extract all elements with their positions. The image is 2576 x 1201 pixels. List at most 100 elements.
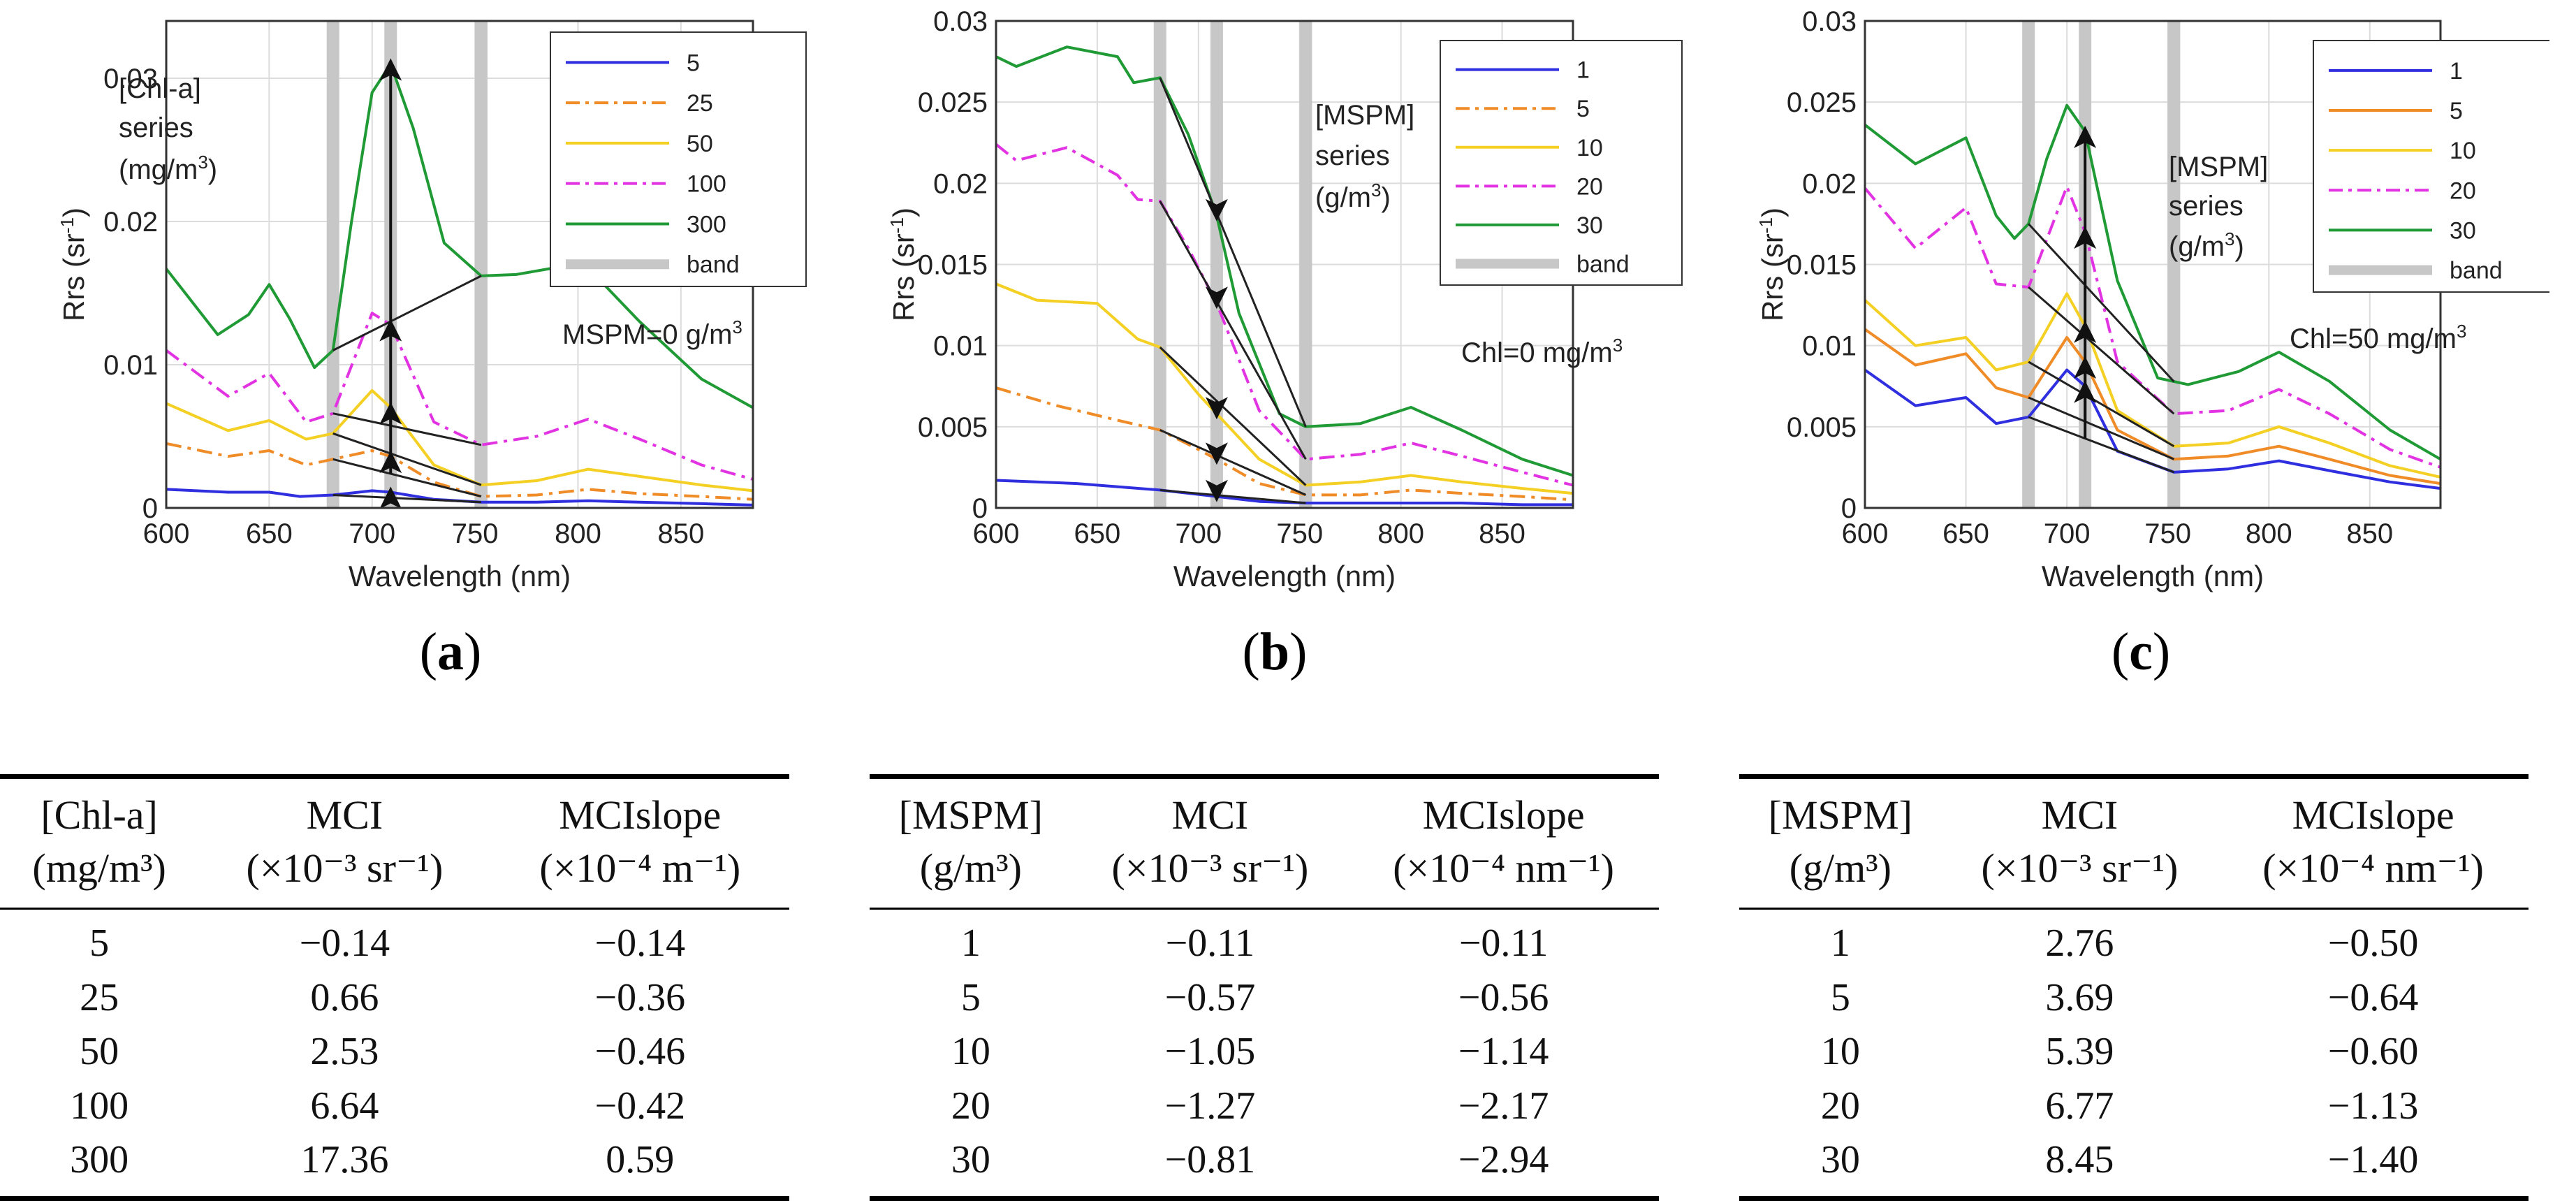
x-tick-label: 800	[555, 518, 601, 549]
annotation-text: series	[2169, 191, 2244, 221]
table-a-unit-col3: (×10⁻⁴ m⁻¹)	[490, 842, 789, 910]
x-tick-label: 750	[1276, 518, 1323, 549]
text-run: (g/m	[2169, 231, 2225, 262]
annotation-text: series	[1315, 140, 1390, 171]
band-marker	[326, 21, 339, 508]
text-run: (g/m	[1315, 182, 1371, 213]
x-tick-label: 600	[973, 518, 1020, 549]
table-cell: −0.64	[2327, 975, 2419, 1019]
y-tick-label: 0.015	[1787, 250, 1857, 281]
table-cell: −0.57	[1164, 975, 1256, 1019]
table-cell: −0.81	[1164, 1138, 1256, 1181]
baseline-line	[1159, 429, 1307, 496]
table-cell: −0.46	[594, 1030, 686, 1073]
superscript: -1	[1755, 217, 1776, 233]
superscript: 3	[1371, 180, 1381, 201]
text-run: MSPM=0 g/m	[562, 319, 732, 350]
series-line-30	[995, 45, 1574, 477]
baseline-line	[332, 432, 482, 486]
legend-label: 50	[687, 131, 713, 157]
table-c: [MSPM] MCI MCIslope (g/m³) (×10⁻³ sr⁻¹) …	[1739, 774, 2529, 1201]
band-marker	[2167, 21, 2181, 508]
legend-label: band	[1576, 251, 1630, 277]
table-cell: −0.14	[594, 922, 686, 965]
table-cell: −0.14	[299, 922, 390, 965]
band-marker	[1299, 21, 1312, 508]
baseline-line	[332, 458, 482, 498]
y-tick-label: 0.02	[933, 168, 988, 199]
text-run: series	[1315, 140, 1390, 171]
table-cell: −0.50	[2327, 922, 2419, 965]
table-cell: 6.64	[310, 1084, 379, 1128]
table-row: 25 0.66 −0.36	[0, 971, 789, 1026]
superscript: 3	[2225, 228, 2234, 249]
annotation-text: (mg/m3)	[119, 152, 217, 185]
x-tick-label: 700	[2044, 518, 2091, 549]
legend-box	[2313, 40, 2549, 293]
text-run: (mg/m	[119, 154, 198, 185]
text-run: )	[1381, 182, 1390, 213]
table-cell: −1.13	[2327, 1084, 2419, 1128]
table-cell: −0.56	[1458, 975, 1549, 1019]
legend-label: 10	[1576, 135, 1603, 161]
table-cell: 0.59	[606, 1138, 675, 1181]
text-run: )	[57, 208, 90, 217]
table-cell: −2.94	[1458, 1138, 1549, 1181]
table-c-header-col3: MCIslope	[2292, 792, 2454, 838]
table-cell: −1.40	[2327, 1138, 2419, 1181]
table-row: 300 17.36 0.59	[0, 1133, 789, 1196]
x-tick-label: 700	[349, 518, 395, 549]
table-row: 5 −0.57 −0.56	[870, 971, 1659, 1026]
y-tick-label: 0	[142, 493, 158, 524]
table-cell: −1.14	[1458, 1030, 1549, 1073]
x-tick-label: 850	[1479, 518, 1525, 549]
text-run: )	[208, 154, 217, 185]
series-line-5	[1864, 328, 2441, 486]
legend-label: 300	[687, 211, 726, 238]
table-row: 30 −0.81 −2.94	[870, 1133, 1659, 1196]
legend-box	[550, 31, 807, 287]
chart-c: 600 650 700 750 800 850 0 0.005 0.01 0.015 0.02 0.0…	[1755, 6, 2549, 592]
baseline-line	[332, 275, 482, 351]
text-run: Rrs (sr	[57, 233, 90, 321]
x-tick-label: 750	[452, 518, 499, 549]
table-c-unit-col1: (g/m³)	[1739, 842, 1942, 910]
series-line-10	[1864, 292, 2441, 479]
table-b-unit-col1: (g/m³)	[870, 842, 1072, 910]
table-cell: 20	[951, 1084, 990, 1128]
table-cell: 8.45	[2045, 1138, 2114, 1181]
baseline-line	[332, 494, 482, 504]
annotation-text: Chl=0 mg/m3	[1461, 335, 1623, 368]
table-b-unit-col2: (×10⁻³ sr⁻¹)	[1071, 842, 1349, 910]
table-cell: 10	[951, 1030, 990, 1073]
legend-label: 5	[1576, 96, 1590, 122]
series-line-20	[1864, 185, 2441, 469]
x-axis-label: Wavelength (nm)	[349, 560, 571, 592]
table-row: 1 2.76 −0.50	[1739, 909, 2529, 971]
table-cell: −0.42	[594, 1084, 686, 1128]
legend-label: 25	[687, 90, 713, 117]
table-b-header-col3: MCIslope	[1422, 792, 1585, 838]
table-cell: 300	[70, 1138, 129, 1181]
legend-label: 5	[687, 50, 700, 76]
legend-label: 20	[1576, 173, 1603, 200]
text-run: [MSPM]	[1315, 100, 1414, 131]
x-tick-label: 650	[1074, 518, 1121, 549]
legend-label: 10	[2450, 138, 2476, 164]
series-line-10	[995, 282, 1574, 495]
text-run: )	[2234, 231, 2244, 262]
chart-b: 600 650 700 750 800 850 0 0.005 0.01 0.015 0.02 0.0…	[886, 6, 1683, 592]
x-tick-label: 800	[1377, 518, 1424, 549]
table-cell: −1.05	[1164, 1030, 1256, 1073]
table-cell: 100	[70, 1084, 129, 1128]
table-row: 1 −0.11 −0.11	[870, 909, 1659, 971]
series-line-5	[166, 488, 754, 507]
y-tick-label: 0.01	[933, 331, 988, 362]
baseline-line	[2028, 223, 2175, 383]
table-row: 5 −0.14 −0.14	[0, 909, 789, 971]
baseline-line	[1159, 77, 1307, 428]
panel-label-a: (a)	[419, 623, 482, 681]
table-cell: 5.39	[2045, 1030, 2114, 1073]
table-a: [Chl-a] MCI MCIslope (mg/m³) (×10⁻³ sr⁻¹…	[0, 774, 789, 1201]
y-tick-label: 0.015	[918, 250, 988, 281]
